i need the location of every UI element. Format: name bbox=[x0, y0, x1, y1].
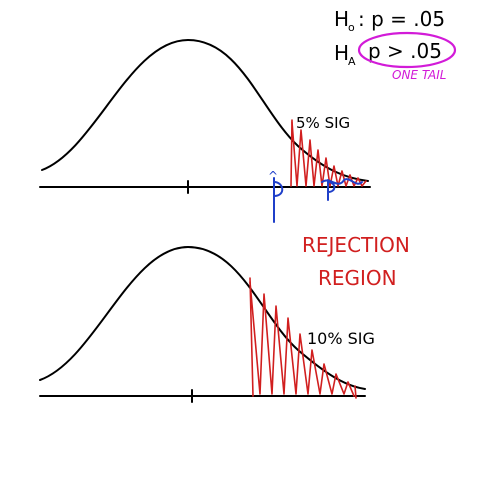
alt-hypothesis-text: p > .05 bbox=[368, 39, 442, 63]
bottom-bell-curve bbox=[39, 246, 366, 390]
rejection-label-line1: REJECTION bbox=[302, 233, 410, 257]
p-hat-tail-mark bbox=[327, 179, 336, 201]
bottom-significance-label: 10% SIG bbox=[307, 329, 375, 348]
top-rejection-region bbox=[290, 119, 367, 187]
p-hat-caret: ^ bbox=[268, 169, 278, 183]
alt-hypothesis-h: H bbox=[334, 41, 349, 65]
rejection-region-label: REJECTION REGION bbox=[302, 233, 410, 290]
null-hypothesis-sub: o bbox=[348, 21, 355, 34]
hypotheses: H o : p = .05 H A p > .05 ONE TAIL bbox=[334, 7, 457, 82]
top-significance-label: 5% SIG bbox=[296, 114, 350, 132]
p-hat-bowl bbox=[273, 181, 284, 197]
bottom-rejection-region bbox=[249, 277, 357, 399]
one-tail-note: ONE TAIL bbox=[392, 68, 446, 82]
bottom-critical-line bbox=[249, 277, 254, 397]
p-hat-marker: ^ bbox=[268, 169, 363, 223]
top-critical-line bbox=[290, 119, 293, 187]
bottom-rejection-hatching bbox=[249, 281, 355, 397]
top-distribution: 5% SIG ^ bbox=[39, 39, 371, 223]
alt-hypothesis-circle bbox=[357, 31, 457, 69]
bottom-region-end-line bbox=[354, 385, 357, 399]
top-rejection-hatching bbox=[291, 121, 367, 187]
null-hypothesis-h: H bbox=[334, 7, 349, 31]
tail-scribble bbox=[321, 178, 363, 185]
alt-hypothesis-sub: A bbox=[348, 55, 356, 68]
null-hypothesis-text: : p = .05 bbox=[358, 7, 445, 31]
bottom-distribution: 10% SIG bbox=[39, 246, 375, 403]
rejection-label-line2: REGION bbox=[318, 266, 397, 290]
